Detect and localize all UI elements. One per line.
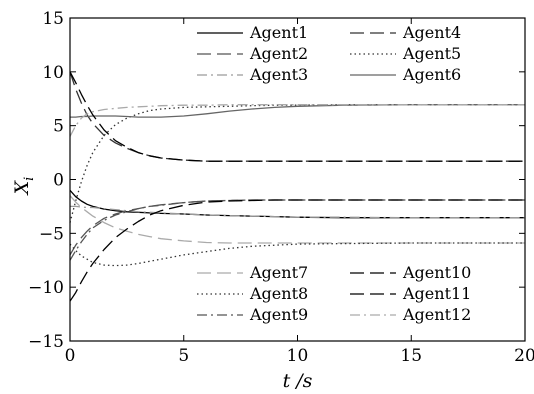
x-tick-label: 10 bbox=[287, 346, 309, 366]
y-tick-label: 10 bbox=[42, 63, 64, 83]
series-line-agent10 bbox=[69, 71, 525, 162]
series-line-agent5 bbox=[69, 104, 525, 223]
series-line-agent11 bbox=[69, 199, 525, 302]
y-tick-label: −15 bbox=[28, 332, 64, 352]
ticks-layer: 0 5 10 15 20 −15 −10 −5 0 5 10 15 bbox=[28, 9, 534, 366]
legend-layer: Agent1 Agent4 Agent2 Agent5 Agent3 Agent6 Agen… bbox=[197, 23, 471, 324]
legend-label-agent2: Agent2 bbox=[249, 44, 308, 63]
legend-label-agent12: Agent12 bbox=[402, 305, 471, 324]
legend-label-agent9: Agent9 bbox=[249, 305, 308, 324]
series-line-agent1 bbox=[69, 189, 525, 219]
legend-label-agent4: Agent4 bbox=[402, 23, 461, 42]
y-tick-label: −10 bbox=[28, 278, 64, 298]
series-line-agent12 bbox=[69, 104, 525, 137]
series-line-agent7 bbox=[69, 195, 525, 244]
x-tick-label: 5 bbox=[178, 346, 189, 366]
legend-label-agent8: Agent8 bbox=[249, 284, 308, 303]
x-tick-label: 15 bbox=[400, 346, 422, 366]
legend-label-agent1: Agent1 bbox=[249, 23, 308, 42]
legend-label-agent3: Agent3 bbox=[249, 65, 308, 84]
legend-label-agent10: Agent10 bbox=[402, 263, 471, 282]
x-tick-label: 20 bbox=[514, 346, 534, 366]
y-tick-label: 0 bbox=[53, 171, 64, 191]
series-layer bbox=[69, 71, 525, 302]
y-axis-label: Xi bbox=[11, 177, 37, 197]
y-tick-label: 15 bbox=[42, 9, 64, 29]
legend-label-agent6: Agent6 bbox=[402, 65, 461, 84]
x-axis-label: t /s bbox=[283, 370, 313, 392]
y-tick-label: −5 bbox=[39, 224, 64, 244]
x-tick-label: 0 bbox=[65, 346, 76, 366]
series-line-agent6 bbox=[70, 104, 525, 118]
series-line-agent9 bbox=[69, 199, 525, 261]
legend-label-agent7: Agent7 bbox=[249, 263, 308, 282]
legend-label-agent11: Agent11 bbox=[402, 284, 471, 303]
legend-label-agent5: Agent5 bbox=[402, 44, 461, 63]
y-tick-label: 5 bbox=[53, 117, 64, 137]
